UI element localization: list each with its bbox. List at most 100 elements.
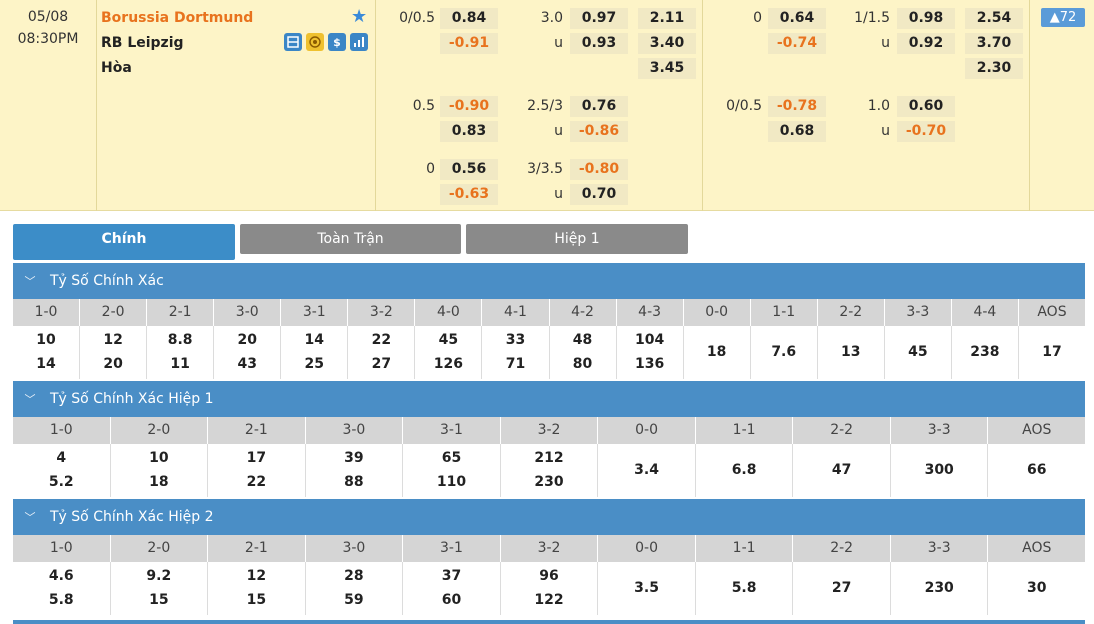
odds-value-top[interactable]: 12 — [103, 332, 123, 348]
odds-value-top[interactable]: 37 — [441, 568, 462, 584]
h1-under-odds[interactable]: 0.92 — [897, 33, 955, 54]
odds-value-bottom[interactable]: 110 — [436, 474, 467, 490]
ft-under-odds[interactable]: -0.86 — [570, 121, 628, 142]
odds-value-top[interactable]: 8.8 — [167, 332, 193, 348]
odds-value[interactable]: 13 — [841, 344, 861, 360]
ft-under-odds[interactable]: 0.93 — [570, 33, 628, 54]
ft-handicap-home-odds[interactable]: -0.90 — [440, 96, 498, 117]
odds-value-bottom[interactable]: 5.8 — [48, 592, 74, 608]
section-header[interactable]: ﹀ Tỷ Số Chính Xác Hiệp 1 — [13, 381, 1085, 417]
odds-value-bottom[interactable]: 122 — [534, 592, 564, 608]
odds-value-bottom[interactable]: 15 — [149, 592, 169, 608]
h1-draw-odds[interactable]: 2.30 — [965, 58, 1023, 79]
odds-value[interactable]: 27 — [831, 580, 852, 596]
odds-value-top[interactable]: 28 — [344, 568, 364, 584]
odds-value-top[interactable]: 17 — [246, 450, 267, 466]
chevron-down-icon[interactable]: ﹀ — [24, 275, 36, 288]
ft-handicap-home-odds[interactable]: 0.84 — [440, 8, 498, 29]
odds-value-top[interactable]: 96 — [539, 568, 559, 584]
odds-value-bottom[interactable]: 27 — [371, 356, 392, 372]
more-markets-button[interactable]: ▲72 — [1041, 8, 1085, 27]
tab-first-half[interactable]: Hiệp 1 — [466, 224, 688, 254]
odds-value-top[interactable]: 9.2 — [146, 568, 172, 584]
odds-value-bottom[interactable]: 14 — [36, 356, 56, 372]
odds-value-top[interactable]: 20 — [237, 332, 257, 348]
odds-value[interactable]: 238 — [970, 344, 1000, 360]
ft-under-odds[interactable]: 0.70 — [570, 184, 628, 205]
stats-icon[interactable] — [350, 33, 368, 51]
h1-handicap-home-odds[interactable]: 0.64 — [768, 8, 826, 29]
odds-value-top[interactable]: 22 — [371, 332, 392, 348]
h1-handicap-home-odds[interactable]: -0.78 — [768, 96, 826, 117]
favorite-star-icon[interactable]: ★ — [351, 6, 368, 27]
chevron-down-icon[interactable]: ﹀ — [24, 393, 36, 406]
odds-value-bottom[interactable]: 230 — [534, 474, 564, 490]
odds-value-bottom[interactable]: 80 — [572, 356, 593, 372]
h1-under-odds[interactable]: -0.70 — [897, 121, 955, 142]
h1-over-odds[interactable]: 0.60 — [897, 96, 955, 117]
odds-value[interactable]: 47 — [831, 462, 852, 478]
odds-value-bottom[interactable]: 25 — [304, 356, 325, 372]
odds-value[interactable]: 45 — [908, 344, 928, 360]
odds-value-bottom[interactable]: 20 — [103, 356, 123, 372]
odds-value-top[interactable]: 10 — [36, 332, 56, 348]
odds-value[interactable]: 30 — [1027, 580, 1047, 596]
h1-handicap-away-odds[interactable]: 0.68 — [768, 121, 826, 142]
odds-value[interactable]: 5.8 — [731, 580, 757, 596]
odds-value-bottom[interactable]: 5.2 — [48, 474, 74, 490]
ft-over-odds[interactable]: 0.76 — [570, 96, 628, 117]
odds-value-top[interactable]: 212 — [534, 450, 564, 466]
ft-away-win-odds[interactable]: 3.40 — [638, 33, 696, 54]
tab-main[interactable]: Chính — [13, 224, 235, 260]
ft-handicap-away-odds[interactable]: 0.83 — [440, 121, 498, 142]
odds-value[interactable]: 17 — [1042, 344, 1062, 360]
odds-value-bottom[interactable]: 88 — [344, 474, 364, 490]
odds-value[interactable]: 7.6 — [771, 344, 797, 360]
ft-handicap-away-odds[interactable]: -0.91 — [440, 33, 498, 54]
odds-value[interactable]: 3.5 — [634, 580, 659, 596]
home-team[interactable]: Borussia Dortmund — [101, 10, 254, 26]
tab-full-match[interactable]: Toàn Trận — [240, 224, 461, 254]
ft-over-odds[interactable]: 0.97 — [570, 8, 628, 29]
odds-value-bottom[interactable]: 11 — [170, 356, 190, 372]
odds-value[interactable]: 3.4 — [634, 462, 659, 478]
scoreboard-icon[interactable] — [284, 33, 302, 51]
odds-value[interactable]: 66 — [1027, 462, 1047, 478]
away-team[interactable]: RB Leipzig — [101, 35, 184, 51]
h1-away-win-odds[interactable]: 3.70 — [965, 33, 1023, 54]
coin-icon[interactable] — [306, 33, 324, 51]
odds-value-top[interactable]: 33 — [505, 332, 526, 348]
odds-value-top[interactable]: 48 — [572, 332, 593, 348]
ft-home-win-odds[interactable]: 2.11 — [638, 8, 696, 29]
odds-value-top[interactable]: 12 — [246, 568, 267, 584]
odds-value-top[interactable]: 14 — [304, 332, 325, 348]
odds-value[interactable]: 6.8 — [731, 462, 757, 478]
ft-draw-odds[interactable]: 3.45 — [638, 58, 696, 79]
chevron-down-icon[interactable]: ﹀ — [24, 511, 36, 524]
odds-value-bottom[interactable]: 60 — [441, 592, 462, 608]
odds-value-bottom[interactable]: 71 — [505, 356, 526, 372]
section-header[interactable]: ﹀ Tỷ Số Chính Xác Hiệp 2 — [13, 499, 1085, 535]
odds-value[interactable]: 18 — [706, 344, 727, 360]
odds-value-bottom[interactable]: 22 — [246, 474, 267, 490]
odds-value-bottom[interactable]: 15 — [246, 592, 267, 608]
h1-over-odds[interactable]: 0.98 — [897, 8, 955, 29]
odds-value-top[interactable]: 45 — [438, 332, 459, 348]
h1-home-win-odds[interactable]: 2.54 — [965, 8, 1023, 29]
odds-value[interactable]: 230 — [924, 580, 954, 596]
ft-over-odds[interactable]: -0.80 — [570, 159, 628, 180]
ft-handicap-away-odds[interactable]: -0.63 — [440, 184, 498, 205]
odds-value-bottom[interactable]: 59 — [344, 592, 364, 608]
odds-value[interactable]: 300 — [924, 462, 954, 478]
odds-value-top[interactable]: 65 — [441, 450, 462, 466]
odds-value-top[interactable]: 39 — [344, 450, 364, 466]
dollar-icon[interactable]: $ — [328, 33, 346, 51]
odds-value-bottom[interactable]: 18 — [149, 474, 169, 490]
odds-value-bottom[interactable]: 43 — [237, 356, 257, 372]
odds-value-top[interactable]: 4.6 — [48, 568, 74, 584]
h1-handicap-away-odds[interactable]: -0.74 — [768, 33, 826, 54]
odds-value-top[interactable]: 4 — [56, 450, 67, 466]
odds-value-top[interactable]: 10 — [149, 450, 169, 466]
odds-value-top[interactable]: 104 — [634, 332, 665, 348]
odds-value-bottom[interactable]: 136 — [634, 356, 665, 372]
